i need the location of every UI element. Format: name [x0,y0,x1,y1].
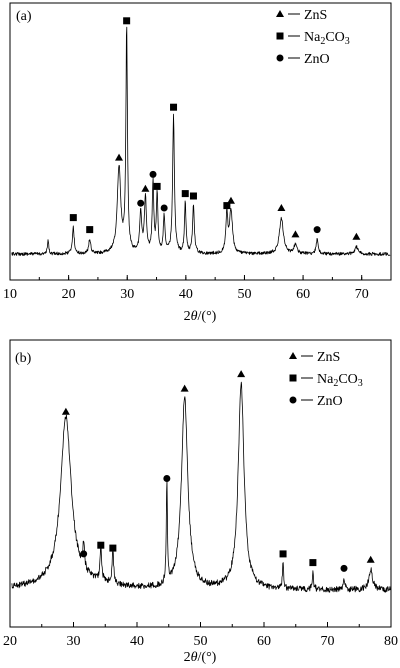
circle-marker [163,475,171,482]
triangle-marker [277,204,286,211]
x-tick-label: 40 [130,634,144,649]
triangle-marker [291,230,300,238]
square-marker [109,544,117,552]
panel-b: (b) 20 30 40 50 60 70 80 ZnS Na2CO3 ZnO 2θ/(°) [3,339,398,665]
circle-marker [160,204,168,212]
legend-triangle-icon [289,352,297,359]
square-marker [69,214,77,222]
square-marker [181,190,189,198]
circle-marker [80,550,88,558]
legend-label: Na2CO3 [304,30,350,47]
x-tick-label: 40 [179,287,193,302]
panel-a-x-ticks: 10 20 30 40 50 60 70 [3,275,392,302]
triangle-marker [180,384,189,392]
triangle-marker [237,370,246,378]
panel-a-legend: ZnS Na2CO3 ZnO [276,8,350,67]
x-tick-label: 60 [296,287,310,302]
panel-a-peak-markers [69,17,361,240]
legend-label: ZnS [304,8,327,23]
square-marker [309,559,317,567]
panel-b-legend: ZnS Na2CO3 ZnO [289,350,363,409]
circle-marker [137,199,145,207]
circle-marker [149,170,157,178]
panel-b-x-ticks: 20 30 40 50 60 70 80 [3,622,398,649]
x-tick-label: 70 [355,287,369,302]
square-marker [86,226,94,234]
square-marker [279,550,287,558]
panel-a-trace [11,26,391,256]
panel-a-x-axis-title: 2θ/(°) [184,309,217,324]
triangle-marker [366,555,375,563]
x-tick-label: 60 [257,634,271,649]
legend-square-icon [276,32,284,40]
panel-b-label: (b) [15,351,32,366]
square-marker [170,103,178,111]
legend-label: Na2CO3 [317,372,363,389]
x-tick-label: 30 [120,287,134,302]
x-tick-label: 80 [384,634,398,649]
panel-b-trace [11,381,391,593]
square-marker [97,541,105,549]
x-tick-label: 50 [194,634,208,649]
square-marker [153,182,161,190]
circle-marker [340,564,348,572]
x-tick-label: 30 [67,634,81,649]
x-tick-label: 20 [62,287,76,302]
triangle-marker [352,232,361,240]
circle-marker [313,226,321,234]
triangle-marker [226,196,235,204]
x-tick-label: 10 [3,287,17,302]
triangle-marker [115,153,124,161]
square-marker [189,192,197,200]
square-marker [223,202,231,210]
triangle-marker [61,407,70,415]
panel-a-frame [9,2,392,281]
panel-a-label: (a) [16,9,32,24]
x-tick-label: 70 [321,634,335,649]
square-marker [123,17,131,25]
legend-label: ZnO [317,394,343,409]
panel-b-peak-markers [61,370,375,572]
legend-label: ZnS [317,350,340,365]
panel-a: (a) 10 20 30 40 50 60 70 ZnS Na2CO3 ZnO 2θ/(°) [3,2,392,324]
legend-label: ZnO [304,52,330,67]
x-tick-label: 50 [237,287,251,302]
legend-square-icon [289,374,297,382]
panel-b-x-axis-title: 2θ/(°) [184,650,217,665]
legend-circle-icon [289,396,297,404]
legend-triangle-icon [276,10,284,17]
legend-circle-icon [276,54,284,62]
x-tick-label: 20 [3,634,17,649]
triangle-marker [141,184,150,192]
